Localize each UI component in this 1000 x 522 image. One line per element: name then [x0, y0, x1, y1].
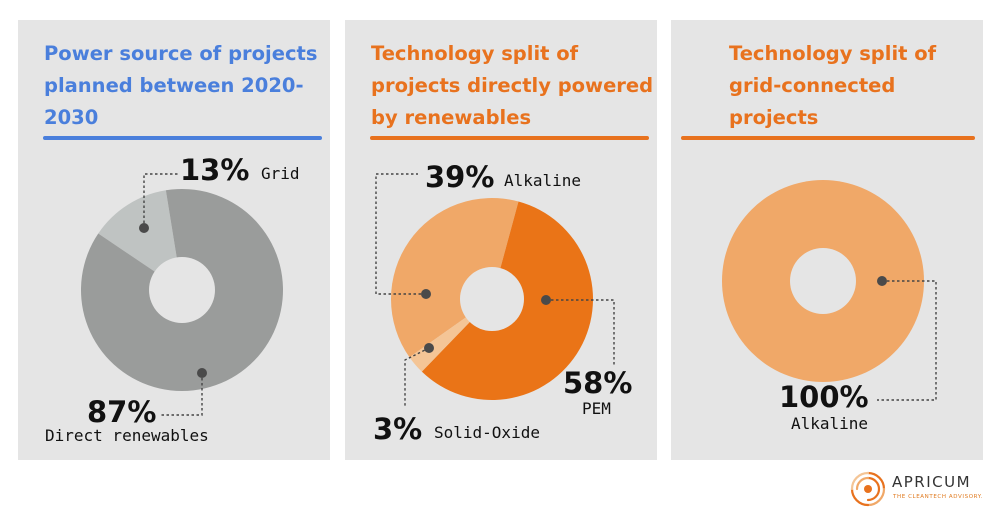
leader-line-alkaline — [877, 280, 937, 401]
donut-chart-renewables-tech: 39% Alkaline 58% PEM 3% Solid-Oxide — [373, 160, 632, 446]
leader-line-pem — [546, 299, 615, 365]
title-underline — [370, 136, 649, 140]
marker-dot-alkaline — [877, 276, 887, 286]
data-label-pem-name: PEM — [582, 399, 611, 418]
marker-dot-pem — [541, 295, 551, 305]
logo-wordmark: APRICUM — [892, 473, 972, 491]
leader-line-direct-renewables — [160, 373, 203, 416]
data-label-alkaline-value: 100% — [779, 380, 869, 414]
leader-line-alkaline — [375, 173, 426, 295]
marker-dot-grid — [139, 223, 149, 233]
data-label-alkaline-name: Alkaline — [791, 414, 868, 433]
chart-title: Technology split of grid-connected proje… — [729, 42, 937, 129]
data-label-alkaline-name: Alkaline — [504, 171, 581, 190]
donut-chart-power-source: 13% Grid 87% Direct renewables — [45, 153, 300, 445]
chart-panel-grid-tech: Technology split of grid-connected proje… — [671, 20, 983, 460]
data-label-direct-renewables-name: Direct renewables — [45, 426, 209, 445]
data-label-direct-renewables-value: 87% — [87, 395, 156, 429]
chart-title: Technology split of projects directly po… — [371, 42, 654, 129]
data-label-alkaline-value: 39% — [425, 160, 494, 194]
data-label-solid-oxide-value: 3% — [373, 412, 422, 446]
title-underline — [43, 136, 322, 140]
sun-icon — [850, 471, 886, 507]
data-label-solid-oxide-name: Solid-Oxide — [434, 423, 540, 442]
marker-dot-direct-renewables — [197, 368, 207, 378]
donut-hole — [149, 257, 215, 323]
title-underline — [681, 136, 975, 140]
donut-chart-grid-tech: 100% Alkaline — [722, 180, 937, 433]
logo-tagline: THE CLEANTECH ADVISORY. — [893, 494, 983, 500]
data-label-grid-value: 13% — [180, 153, 249, 187]
apricum-logo: APRICUM THE CLEANTECH ADVISORY. — [848, 467, 998, 521]
data-label-pem-value: 58% — [563, 366, 632, 400]
marker-dot-alkaline — [421, 289, 431, 299]
donut-hole — [790, 248, 856, 314]
marker-dot-solid-oxide — [424, 343, 434, 353]
chart-panel-renewables-tech: Technology split of projects directly po… — [345, 20, 657, 460]
leader-line-grid — [143, 173, 178, 228]
slice-alkaline — [391, 198, 519, 358]
donut-hole — [460, 267, 524, 331]
data-label-grid-name: Grid — [261, 164, 300, 183]
chart-title: Power source of projects planned between… — [44, 42, 318, 129]
chart-panel-power-source: Power source of projects planned between… — [18, 20, 330, 460]
leader-line-solid-oxide — [404, 347, 430, 407]
